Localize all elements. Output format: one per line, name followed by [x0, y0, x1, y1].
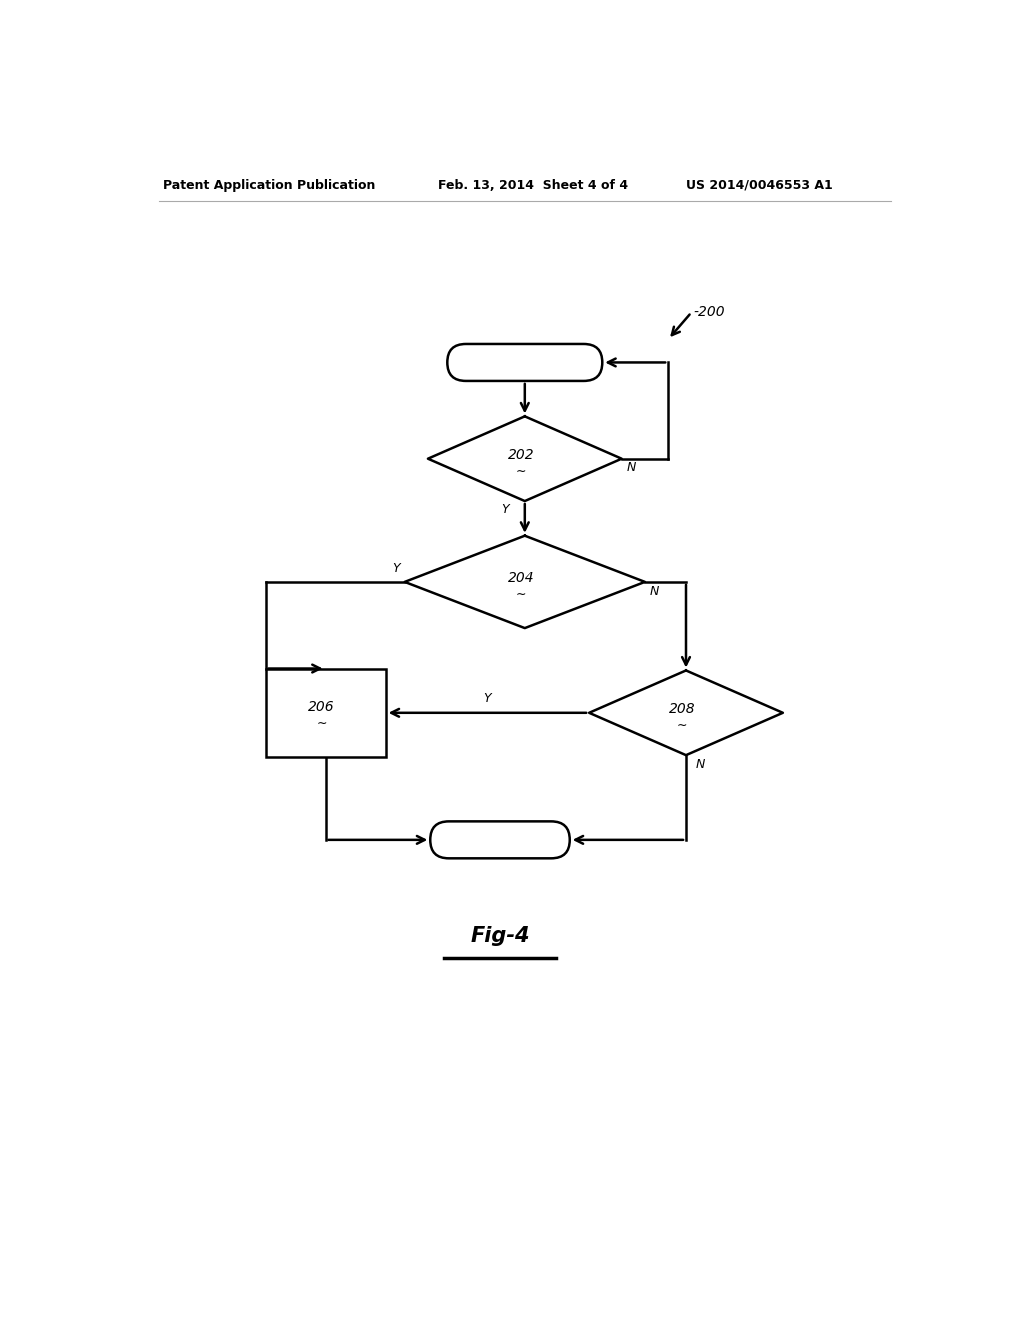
Text: N: N — [649, 585, 659, 598]
Text: ∼: ∼ — [516, 589, 526, 601]
Text: 204: 204 — [508, 572, 535, 585]
Text: Feb. 13, 2014  Sheet 4 of 4: Feb. 13, 2014 Sheet 4 of 4 — [438, 178, 628, 191]
FancyBboxPatch shape — [447, 345, 602, 381]
Text: Y: Y — [483, 692, 492, 705]
Text: Fig-4: Fig-4 — [470, 927, 529, 946]
Text: 202: 202 — [508, 447, 535, 462]
Text: N: N — [627, 462, 636, 474]
Text: US 2014/0046553 A1: US 2014/0046553 A1 — [686, 178, 833, 191]
Text: 206: 206 — [308, 700, 335, 714]
Text: Y: Y — [502, 503, 509, 516]
Text: 208: 208 — [669, 702, 695, 715]
Text: Patent Application Publication: Patent Application Publication — [163, 178, 375, 191]
FancyBboxPatch shape — [430, 821, 569, 858]
Text: ∼: ∼ — [316, 717, 327, 730]
Text: ∼: ∼ — [516, 465, 526, 478]
Bar — [265, 668, 386, 758]
Text: ∼: ∼ — [677, 719, 687, 733]
Text: N: N — [695, 758, 705, 771]
Text: -200: -200 — [693, 305, 725, 319]
Text: Y: Y — [392, 561, 400, 574]
